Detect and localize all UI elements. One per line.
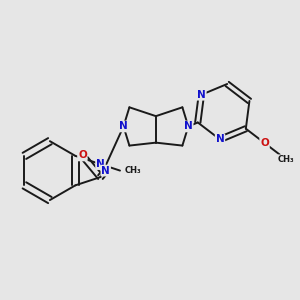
Text: O: O <box>260 138 269 148</box>
Text: N: N <box>119 122 128 131</box>
Text: N: N <box>96 159 105 169</box>
Text: CH₃: CH₃ <box>124 166 141 175</box>
Text: N: N <box>101 166 110 176</box>
Text: O: O <box>78 151 87 160</box>
Text: N: N <box>216 134 224 145</box>
Text: CH₃: CH₃ <box>278 155 295 164</box>
Text: N: N <box>197 90 206 100</box>
Text: N: N <box>184 122 193 131</box>
